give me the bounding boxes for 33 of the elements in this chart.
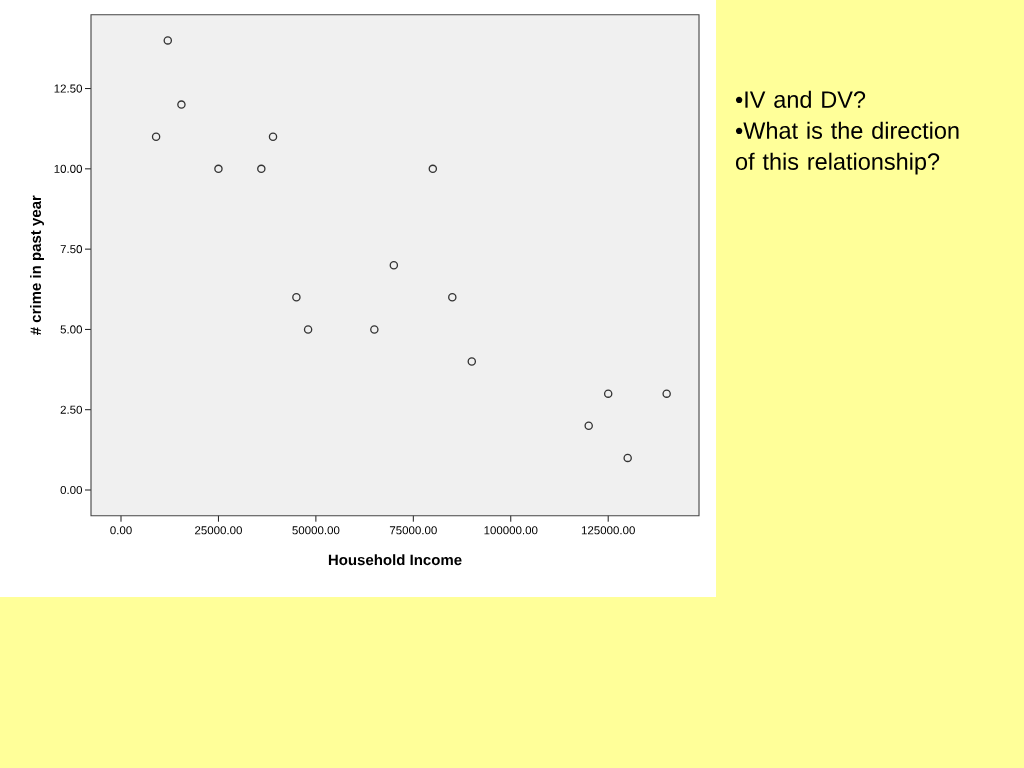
point <box>662 389 671 398</box>
point <box>584 421 593 431</box>
point <box>428 164 438 174</box>
y-tick-label: 10.00 <box>54 164 83 173</box>
y-axis-title: # crime in past year <box>30 195 44 335</box>
y-tick-label: 2.50 <box>60 405 83 414</box>
point <box>177 100 186 109</box>
text: •What is the direction of this relationship? <box>735 121 959 175</box>
point <box>623 453 632 463</box>
x-tick-label: 50000.00 <box>292 526 340 535</box>
x-tick-label: 100000.00 <box>484 526 538 535</box>
x-tick-label: 0.00 <box>110 526 132 535</box>
y-tick-label: 12.50 <box>54 84 83 93</box>
point <box>292 293 301 302</box>
point <box>389 260 399 270</box>
point <box>151 132 161 141</box>
point <box>268 132 278 141</box>
x-tick-label: 75000.00 <box>389 526 437 535</box>
point <box>603 389 613 398</box>
point <box>467 357 477 366</box>
x-tick-label: 125000.00 <box>581 526 635 535</box>
point <box>370 325 379 334</box>
y-tick-label: 7.50 <box>60 245 83 254</box>
point <box>163 36 173 45</box>
point <box>448 293 457 302</box>
y-tick-label: 0.00 <box>60 485 83 495</box>
x-tick-label: 25000.00 <box>195 526 242 535</box>
text: •IV and DV? <box>735 90 866 108</box>
point <box>303 325 313 334</box>
x-axis-title: Household Income <box>328 554 462 566</box>
y-tick-label: 5.00 <box>60 325 83 334</box>
point <box>257 164 266 174</box>
point <box>214 164 223 174</box>
